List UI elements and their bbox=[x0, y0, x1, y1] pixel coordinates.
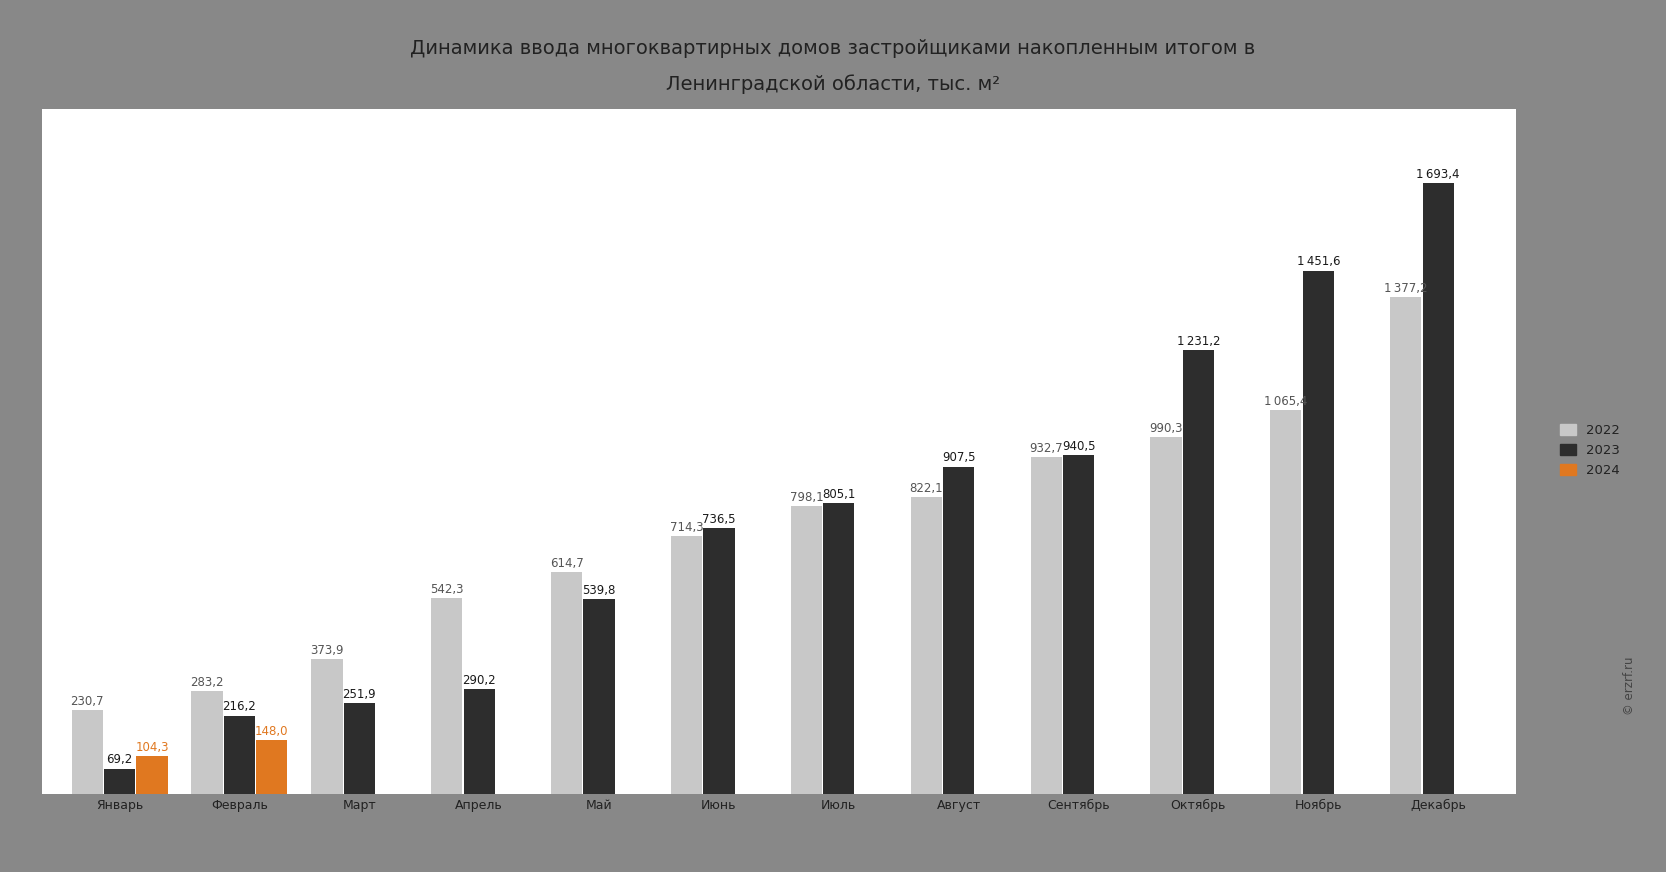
Bar bbox=[551, 572, 583, 794]
Text: 216,2: 216,2 bbox=[223, 700, 257, 713]
Bar bbox=[1303, 270, 1334, 794]
Text: 373,9: 373,9 bbox=[310, 644, 343, 657]
Text: 714,3: 714,3 bbox=[670, 521, 703, 534]
Bar bbox=[1063, 454, 1095, 794]
Text: Ленинградской области, тыс. м²: Ленинградской области, тыс. м² bbox=[666, 74, 1000, 94]
Bar bbox=[1151, 437, 1181, 794]
Text: 1 451,6: 1 451,6 bbox=[1296, 255, 1339, 269]
Bar bbox=[1269, 410, 1301, 794]
Text: 1 377,2: 1 377,2 bbox=[1384, 283, 1428, 296]
Text: 230,7: 230,7 bbox=[70, 695, 103, 708]
Text: 539,8: 539,8 bbox=[583, 584, 616, 596]
Bar bbox=[192, 691, 223, 794]
Bar bbox=[312, 659, 343, 794]
Bar bbox=[703, 528, 735, 794]
Bar bbox=[343, 703, 375, 794]
Text: 69,2: 69,2 bbox=[107, 753, 133, 766]
Text: 251,9: 251,9 bbox=[343, 688, 377, 700]
Bar bbox=[103, 768, 135, 794]
Text: 148,0: 148,0 bbox=[255, 725, 288, 738]
Bar bbox=[1423, 183, 1454, 794]
Bar bbox=[583, 599, 615, 794]
Text: 798,1: 798,1 bbox=[790, 491, 823, 504]
Bar bbox=[671, 536, 701, 794]
Text: 283,2: 283,2 bbox=[190, 677, 223, 690]
Text: 736,5: 736,5 bbox=[701, 513, 736, 526]
Bar bbox=[223, 716, 255, 794]
Bar bbox=[137, 756, 168, 794]
Text: Динамика ввода многоквартирных домов застройщиками накопленным итогом в: Динамика ввода многоквартирных домов зас… bbox=[410, 39, 1256, 58]
Text: 104,3: 104,3 bbox=[135, 741, 168, 753]
Bar bbox=[72, 711, 103, 794]
Text: © erzrf.ru: © erzrf.ru bbox=[1623, 657, 1636, 715]
Text: 614,7: 614,7 bbox=[550, 557, 583, 570]
Bar bbox=[1389, 297, 1421, 794]
Text: 290,2: 290,2 bbox=[463, 674, 496, 687]
Text: 822,1: 822,1 bbox=[910, 482, 943, 495]
Text: 932,7: 932,7 bbox=[1030, 442, 1063, 455]
Text: 542,3: 542,3 bbox=[430, 583, 463, 596]
Bar bbox=[1031, 458, 1061, 794]
Text: 940,5: 940,5 bbox=[1061, 439, 1095, 453]
Bar bbox=[257, 740, 287, 794]
Bar bbox=[943, 467, 975, 794]
Bar bbox=[791, 506, 821, 794]
Bar bbox=[431, 598, 463, 794]
Bar bbox=[1183, 350, 1215, 794]
Text: 805,1: 805,1 bbox=[821, 488, 855, 501]
Text: 1 693,4: 1 693,4 bbox=[1416, 168, 1459, 181]
Text: 907,5: 907,5 bbox=[941, 452, 975, 465]
Bar bbox=[463, 689, 495, 794]
Bar bbox=[911, 497, 941, 794]
Text: 1 231,2: 1 231,2 bbox=[1176, 335, 1220, 348]
Legend: 2022, 2023, 2024: 2022, 2023, 2024 bbox=[1559, 424, 1619, 477]
Text: 1 065,4: 1 065,4 bbox=[1264, 394, 1308, 407]
Text: 990,3: 990,3 bbox=[1150, 421, 1183, 434]
Bar bbox=[823, 503, 855, 794]
